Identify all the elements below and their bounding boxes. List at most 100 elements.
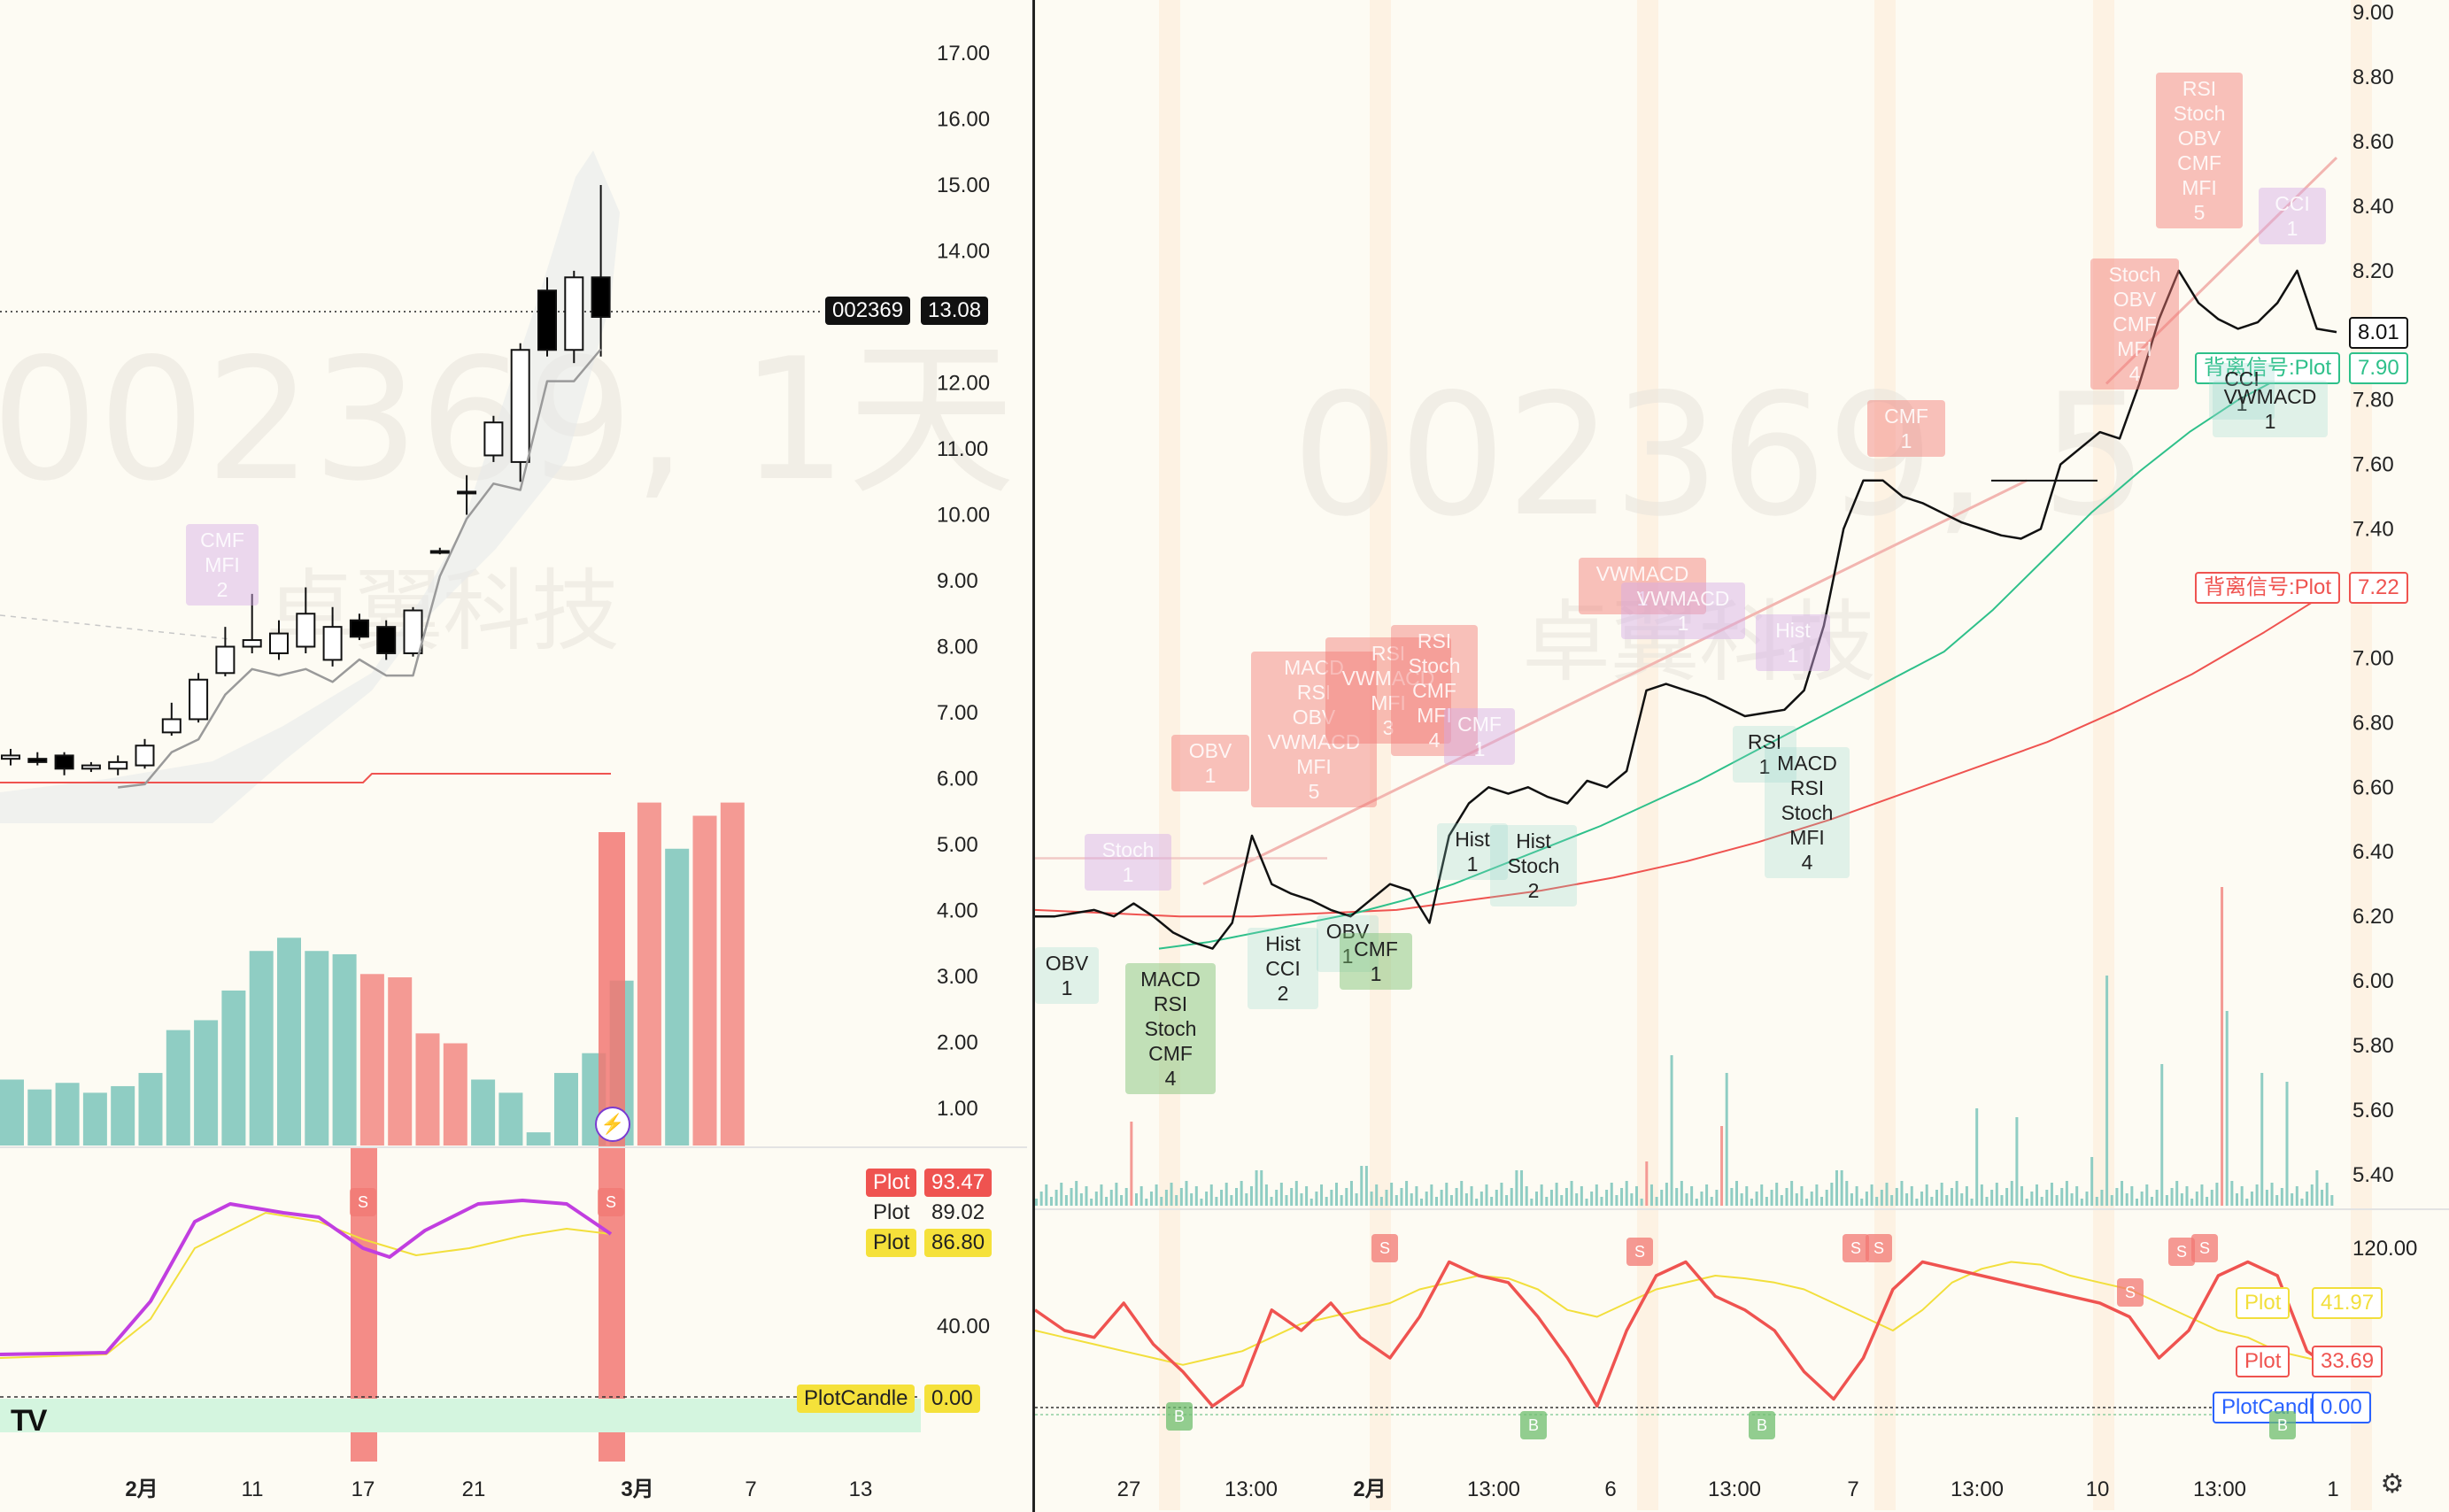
volume-bar: [2125, 1193, 2128, 1206]
volume-bar: [1540, 1184, 1543, 1206]
candle-body: [189, 678, 209, 721]
oscillator-main-line: [0, 1199, 613, 1356]
volume-bar: [1925, 1184, 1928, 1206]
volume-bar: [1449, 1195, 1453, 1206]
volume-bar: [1435, 1197, 1438, 1206]
volume-bar: [1705, 1184, 1709, 1206]
volume-bar: [1425, 1192, 1428, 1206]
volume-bar: [1590, 1192, 1594, 1206]
volume-bar: [2270, 1183, 2274, 1206]
symbol-price-tag: 002369: [825, 297, 911, 325]
volume-bar: [1130, 1122, 1133, 1206]
volume-bar: [1805, 1199, 1809, 1206]
volume-bar: [1770, 1190, 1773, 1206]
volume-bar: [1800, 1186, 1804, 1206]
plotcandle-label: PlotCandle: [797, 1385, 915, 1413]
volume-bar: [1975, 1108, 1979, 1206]
volume-bar: [2215, 1183, 2219, 1206]
session-band: [2093, 0, 2114, 1510]
volume-bar: [1580, 1186, 1583, 1206]
volume-bar: [665, 848, 690, 1146]
volume-bar: [27, 1089, 52, 1146]
gear-icon[interactable]: ⚙: [2380, 1470, 2405, 1499]
oscillator-main-line: [1035, 1260, 2337, 1408]
buy-marker: B: [1166, 1402, 1193, 1431]
volume-bar: [1955, 1181, 1958, 1206]
buy-signal: OBV 1: [1317, 915, 1379, 972]
volume-bar: [1215, 1197, 1218, 1206]
sell-marker: S: [2191, 1234, 2218, 1262]
time-axis-label: 1: [2327, 1477, 2338, 1501]
time-axis-label: 2月: [125, 1477, 158, 1501]
price-axis-label: 4.00: [937, 899, 978, 923]
price-axis-label: 2.00: [937, 1031, 978, 1055]
sell-marker: S: [1371, 1234, 1398, 1262]
volume-bar: [2195, 1192, 2198, 1206]
volume-bar: [1735, 1181, 1738, 1206]
intraday-chart-canvas[interactable]: 002369, 5卓翼科技9.008.808.608.408.207.807.6…: [1035, 0, 2449, 1512]
volume-bar: [1179, 1188, 1183, 1206]
price-axis-label: 5.80: [2352, 1034, 2394, 1058]
buy-signal: CCI 1: [2209, 363, 2275, 420]
volume-bar: [1055, 1190, 1058, 1206]
volume-bar: [1660, 1190, 1664, 1206]
ma-grey-line: [118, 348, 602, 789]
volume-bar: [1655, 1197, 1658, 1206]
price-axis-label: 10.00: [937, 504, 990, 528]
volume-bar: [1224, 1183, 1228, 1206]
volume-bar: [1270, 1197, 1273, 1206]
sell-signal: CCI 1: [2259, 188, 2326, 244]
price-axis-label: 5.40: [2352, 1163, 2394, 1187]
buy-signal: MACD RSI Stoch CMF 4: [1125, 963, 1216, 1094]
volume-bar: [1345, 1188, 1348, 1206]
volume-bar: [1309, 1199, 1313, 1206]
volume-bar: [1715, 1190, 1719, 1206]
volume-bar: [0, 1079, 24, 1146]
volume-bar: [1520, 1170, 1524, 1206]
buy-signal: Hist Stoch 2: [1490, 825, 1577, 906]
intraday-chart-pane[interactable]: 002369, 5卓翼科技9.008.808.608.408.207.807.6…: [1032, 0, 2449, 1512]
price-axis-label: 5.60: [2352, 1099, 2394, 1122]
volume-bar: [2070, 1193, 2074, 1206]
price-axis-label: 7.00: [937, 701, 978, 725]
candle-body: [161, 718, 182, 734]
volume-bar: [1535, 1192, 1538, 1206]
volume-bar: [1560, 1195, 1564, 1206]
price-axis-label: 14.00: [937, 240, 990, 264]
volume-bar: [1070, 1188, 1073, 1206]
volume-bar: [277, 937, 301, 1146]
volume-bar: [1049, 1197, 1053, 1206]
volume-bar: [1349, 1181, 1353, 1206]
volume-bar: [1390, 1183, 1394, 1206]
time-axis-label: 13:00: [1951, 1477, 2004, 1501]
volume-bar: [1135, 1193, 1138, 1206]
sell-signal: MACD RSI OBV VWMACD MFI 5: [1251, 652, 1377, 807]
daily-chart-pane[interactable]: 002369, 1天 卓翼科技 17.00 16.00 15.00 14.00 12.00 1…: [0, 0, 1027, 1512]
volume-bar: [2145, 1184, 2149, 1206]
volume-bar: [1475, 1199, 1479, 1206]
sell-signal: Stoch OBV CMF MFI 4: [2090, 258, 2179, 390]
buy-signal: OBV 1: [1035, 947, 1099, 1004]
lightning-icon[interactable]: ⚡: [595, 1107, 630, 1142]
buy-signal: VWMACD 1: [2213, 381, 2328, 437]
volume-bar: [1595, 1184, 1598, 1206]
pane-divider[interactable]: [0, 1146, 1027, 1148]
volume-bar: [1410, 1193, 1413, 1206]
volume-bar: [1530, 1199, 1534, 1206]
volume-bar: [2005, 1188, 2009, 1206]
volume-bar: [1915, 1199, 1919, 1206]
volume-bar: [1980, 1184, 1983, 1206]
volume-bar: [2321, 1190, 2324, 1206]
volume-bar: [1455, 1188, 1458, 1206]
volume-bar: [359, 974, 384, 1146]
pane-divider[interactable]: [1035, 1208, 2449, 1210]
price-axis-label: 3.00: [937, 965, 978, 989]
tradingview-logo[interactable]: TV: [11, 1404, 47, 1438]
trend-line: [2105, 157, 2338, 385]
price-axis-label: 6.40: [2352, 840, 2394, 864]
volume-bar: [443, 1043, 467, 1146]
volume-bar: [1430, 1184, 1433, 1206]
sell-signal: RSI Stoch OBV CMF MFI 5: [2156, 73, 2243, 228]
volume-bar: [1064, 1195, 1068, 1206]
daily-chart-canvas[interactable]: 002369, 1天卓翼科技17.0016.0015.0014.0012.001…: [0, 0, 1027, 1512]
